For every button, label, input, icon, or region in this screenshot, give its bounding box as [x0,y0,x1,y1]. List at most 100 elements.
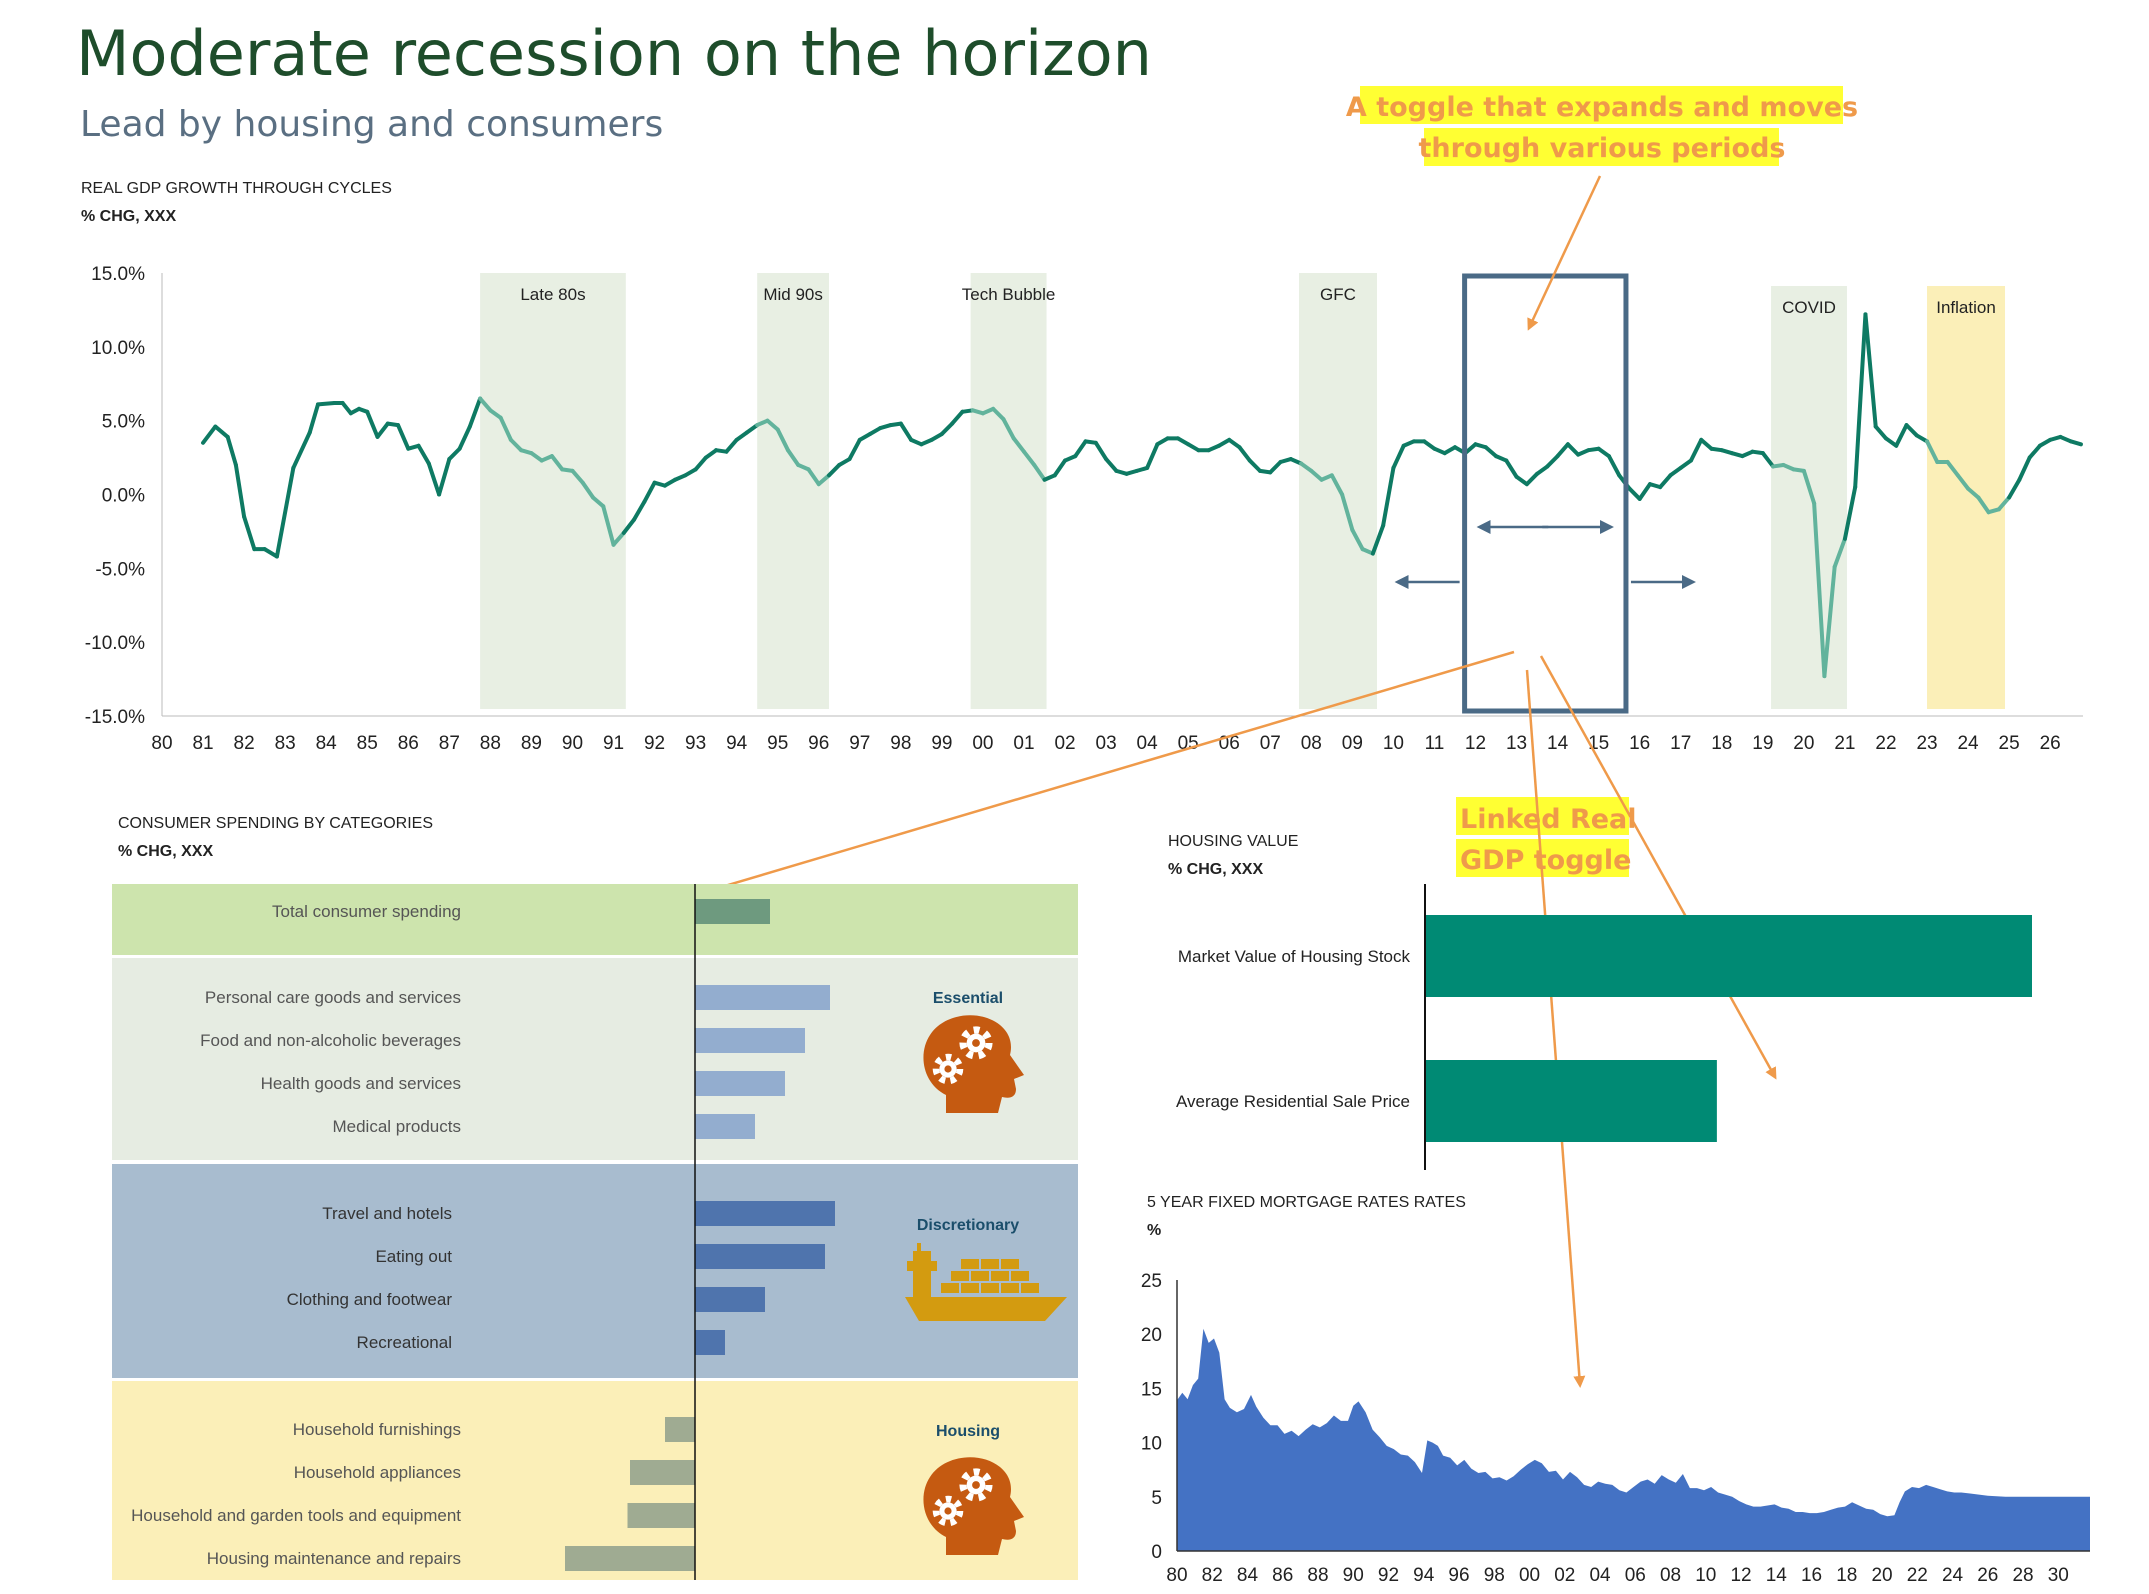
mortgage-chart-title: 5 YEAR FIXED MORTGAGE RATES RATES [1147,1194,1466,1211]
gdp-line-segment [1011,436,1026,454]
ship-bridge [913,1251,931,1297]
spending-bar [565,1546,695,1571]
gdp-line-segment [1658,473,1673,490]
x-tick-label: 24 [1942,1565,1964,1586]
housing-bar [1426,915,2032,997]
x-tick-label: 15 [1588,733,1609,754]
x-tick-label: 80 [151,733,172,754]
gdp-line-segment [1822,564,1837,679]
gdp-line-segment [375,421,390,439]
x-tick-label: 08 [1301,733,1322,754]
spending-category-label: Household appliances [294,1463,461,1482]
gdp-line-segment [1422,439,1437,451]
x-tick-label: 30 [2048,1565,2069,1586]
mortgage-rate-chart: 5 YEAR FIXED MORTGAGE RATES RATES % 0 5 10… [1141,1194,2090,1586]
ship-container [981,1283,999,1293]
mortgage-chart-unit: % [1147,1222,1161,1239]
y-tick-label: 0 [1151,1542,1162,1563]
gdp-line-segment [457,424,472,451]
x-tick-label: 02 [1554,1565,1575,1586]
housing-value-chart: HOUSING VALUE % CHG, XXX Market Value of… [1168,833,2032,1170]
spending-category-label: Eating out [375,1247,452,1266]
head-silhouette [923,1015,1024,1113]
group-label: Discretionary [917,1217,1019,1234]
housing-bar [1426,1060,1717,1142]
gdp-line-segment [950,409,965,426]
gdp-line-segment [1535,464,1550,476]
gdp-line-segment [590,495,606,509]
gdp-line-segment [340,400,353,416]
gdp-line-segment [1021,449,1037,467]
gdp-line-segment [765,418,780,432]
period-toggle[interactable] [1394,273,1696,714]
gdp-line-segment [1073,439,1088,459]
x-tick-label: 19 [1752,733,1773,754]
ship-container [1011,1271,1029,1281]
gdp-line-segment [467,396,483,429]
gdp-line-segment [262,547,279,559]
x-tick-label: 14 [1766,1565,1788,1586]
toggle-window[interactable] [1462,273,1629,714]
spending-category-label: Food and non-alcoholic beverages [200,1031,461,1050]
brain-gears-icon [923,1457,1024,1555]
y-tick-label: -10.0% [85,633,145,654]
gdp-line-segment [1381,465,1396,528]
y-tick-label: -15.0% [85,707,145,728]
gdp-chart-unit: % CHG, XXX [81,208,176,225]
x-tick-label: 05 [1178,733,1199,754]
annotation-highlight [1424,128,1779,166]
x-tick-label: 85 [357,733,378,754]
spending-category-label: Recreational [357,1333,452,1352]
gear-icon [972,1039,980,1047]
x-tick-label: 02 [1054,733,1075,754]
gdp-line-segment [365,409,380,439]
x-tick-label: 24 [1957,733,1979,754]
gdp-line-segment [816,473,832,487]
x-tick-label: 23 [1916,733,1937,754]
spending-category-label: Personal care goods and services [205,988,461,1007]
gdp-line-segment [1237,445,1252,463]
page-title: Moderate recession on the horizon [76,17,1152,90]
x-tick-label: 10 [1695,1565,1716,1586]
annotation-arrow-housing [1539,655,1777,1080]
x-tick-label: 86 [1272,1565,1293,1586]
x-tick-label: 80 [1166,1565,1187,1586]
period-label: Late 80s [520,285,585,304]
spending-bar [630,1460,695,1485]
spending-bar [695,1028,805,1053]
gdp-line-segment [2007,477,2022,500]
gdp-line-segment [1966,486,1981,500]
gdp-line-segment [416,443,431,466]
gdp-line-segment [274,465,296,559]
x-tick-label: 92 [644,733,665,754]
gdp-line-segment [744,423,760,435]
head-silhouette [923,1457,1024,1555]
gdp-line-segment [213,424,230,439]
gdp-line-segment [898,421,914,442]
x-tick-label: 83 [275,733,296,754]
gdp-line-segment [437,457,452,497]
period-shade [757,273,830,709]
gear-icon [944,1507,952,1515]
x-tick-label: 20 [1793,733,1814,754]
gdp-line-segment [1093,440,1109,462]
gdp-line-segment [1145,442,1160,470]
gdp-line-segment [426,461,442,497]
gdp-line-segment [233,462,247,519]
x-tick-label: 92 [1378,1565,1399,1586]
gdp-line-segment [1606,454,1622,478]
ship-container [961,1259,979,1269]
gdp-line-segment [693,455,708,472]
spending-bar [695,1114,755,1139]
annotation-text: through various periods [1419,133,1786,164]
gdp-line-segment [307,402,320,435]
ship-container [1021,1283,1039,1293]
x-tick-label: 22 [1875,733,1896,754]
x-tick-label: 20 [1871,1565,1892,1586]
x-tick-label: 07 [1260,733,1281,754]
x-tick-label: 04 [1589,1565,1611,1586]
gdp-line-segment [529,451,544,463]
gear-icon [972,1481,980,1489]
period-label: Tech Bubble [962,285,1056,304]
consumer-chart-unit: % CHG, XXX [118,843,213,860]
